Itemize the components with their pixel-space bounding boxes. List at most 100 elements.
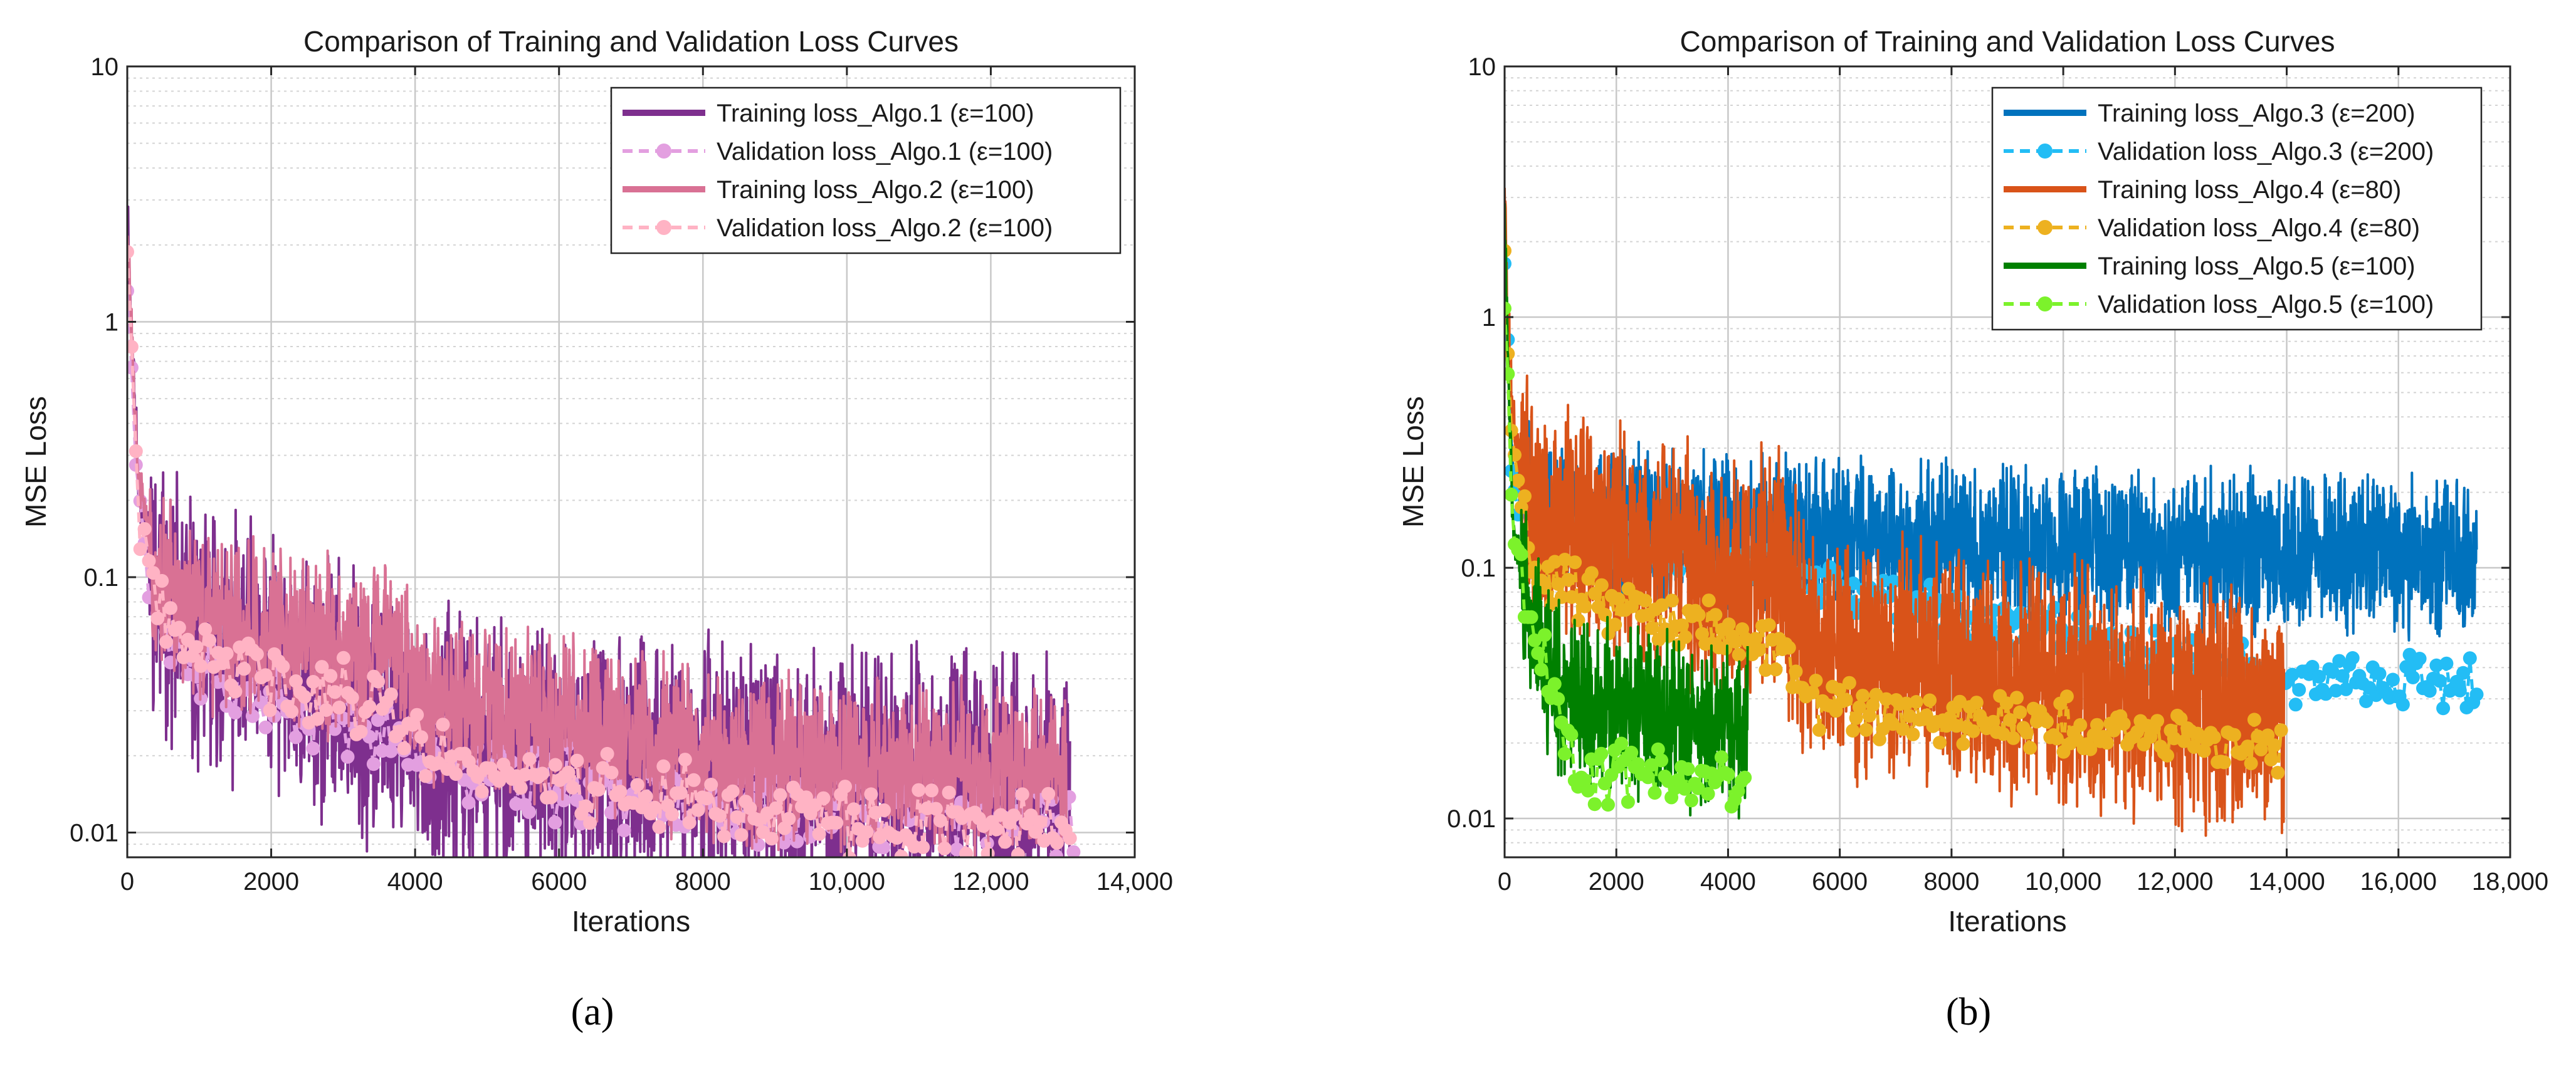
series-point — [773, 788, 787, 802]
series-point — [164, 601, 177, 615]
series-point — [492, 774, 507, 788]
series-point — [285, 704, 299, 719]
series-point — [561, 765, 576, 780]
series-group — [1505, 187, 2484, 837]
series-point — [2217, 755, 2231, 770]
series-point — [639, 790, 653, 803]
series-point — [2059, 689, 2074, 704]
panel-label: (b) — [1946, 991, 1991, 1033]
y-axis-label: MSE Loss — [19, 396, 52, 528]
series-point — [2241, 739, 2255, 754]
series-point — [1015, 787, 1029, 802]
x-tick-label: 8000 — [675, 868, 731, 896]
series-point — [2456, 666, 2471, 680]
series-point — [1654, 753, 1669, 768]
x-tick-label: 6000 — [531, 868, 587, 896]
series-point — [630, 778, 644, 792]
axes-box — [126, 65, 1136, 859]
legend-entry-label: Training loss_Algo.2 (ε=100) — [717, 176, 1034, 204]
chart-panel-b: 0 2000 4000 6000 8000 10,000 12,000 14,000 16,00… — [1397, 25, 2548, 1033]
series-point — [2116, 716, 2131, 731]
series-point — [2359, 694, 2374, 708]
series-point — [704, 778, 718, 791]
legend-entry-label: Validation loss_Algo.4 (ε=80) — [2098, 214, 2420, 242]
x-tick-label: 12,000 — [952, 868, 1029, 896]
series-point — [617, 823, 631, 838]
series-point — [1041, 786, 1056, 801]
series-point — [1651, 742, 1665, 756]
series-point — [894, 850, 908, 857]
series-point — [2083, 742, 2098, 756]
series-point — [1514, 500, 1528, 515]
series-point — [743, 801, 757, 815]
series-point — [1621, 795, 1635, 809]
series-point — [2345, 651, 2360, 665]
series-point — [1752, 643, 1766, 657]
series-point — [1547, 677, 1562, 691]
series-point — [1675, 618, 1689, 632]
series-point — [838, 780, 852, 794]
series-markers-4 — [127, 244, 1077, 857]
series-point — [1551, 692, 1565, 706]
series-point — [133, 542, 147, 556]
series-point — [1919, 708, 1933, 723]
series-point — [1011, 847, 1025, 857]
series-point — [310, 712, 325, 726]
series-point — [323, 669, 338, 683]
y-tick-label: 0.01 — [1447, 805, 1496, 833]
series-point — [127, 340, 139, 354]
series-point — [2274, 723, 2288, 738]
series-point — [1534, 662, 1548, 677]
series-point — [1050, 835, 1064, 850]
series-point — [1691, 608, 1706, 622]
series-point — [1876, 573, 1891, 588]
series-point — [816, 791, 831, 805]
series-point — [2244, 756, 2258, 771]
series-point — [250, 647, 264, 661]
series-markers-6 — [1505, 301, 1752, 814]
series-point — [1568, 555, 1582, 570]
series-point — [2247, 713, 2261, 727]
legend-entry-label: Training loss_Algo.1 (ε=100) — [717, 100, 1034, 127]
series-point — [2469, 687, 2484, 702]
series-point — [2412, 652, 2427, 666]
chart-panel-a: 0 2000 4000 6000 8000 10,000 12,000 14,000 0.01 0… — [19, 25, 1173, 1033]
series-point — [686, 773, 701, 787]
series-point — [1809, 674, 1823, 687]
series-point — [548, 758, 562, 772]
legend-box — [1991, 86, 2483, 331]
series-point — [228, 706, 243, 720]
y-tick-label: 0.1 — [83, 564, 118, 592]
series-point — [717, 829, 731, 844]
series-point — [1722, 617, 1736, 632]
series-point — [1762, 618, 1776, 632]
series-point — [713, 808, 727, 823]
series-point — [2268, 738, 2281, 753]
series-point — [2130, 724, 2145, 739]
series-point — [189, 640, 204, 654]
series-point — [436, 718, 450, 732]
series-point — [371, 674, 386, 689]
x-tick-label: 10,000 — [2025, 868, 2101, 896]
series-point — [288, 730, 303, 744]
series-point — [397, 741, 411, 756]
series-point — [1661, 629, 1676, 643]
series-point — [1518, 489, 1532, 503]
series-point — [812, 827, 826, 841]
x-tick-label: 8000 — [1923, 868, 1979, 896]
series-point — [289, 674, 303, 688]
series-point — [237, 662, 251, 676]
series-point — [1856, 689, 1870, 703]
series-point — [1879, 692, 1893, 706]
series-point — [345, 691, 359, 705]
series-point — [998, 835, 1012, 849]
series-point — [1614, 736, 1629, 751]
series-point — [1969, 696, 1984, 710]
series-point — [544, 790, 558, 805]
series-point — [461, 795, 476, 810]
series-point — [2264, 753, 2278, 767]
series-point — [2329, 684, 2343, 698]
legend-entry-label: Validation loss_Algo.2 (ε=100) — [717, 214, 1053, 242]
series-point — [1624, 745, 1639, 760]
